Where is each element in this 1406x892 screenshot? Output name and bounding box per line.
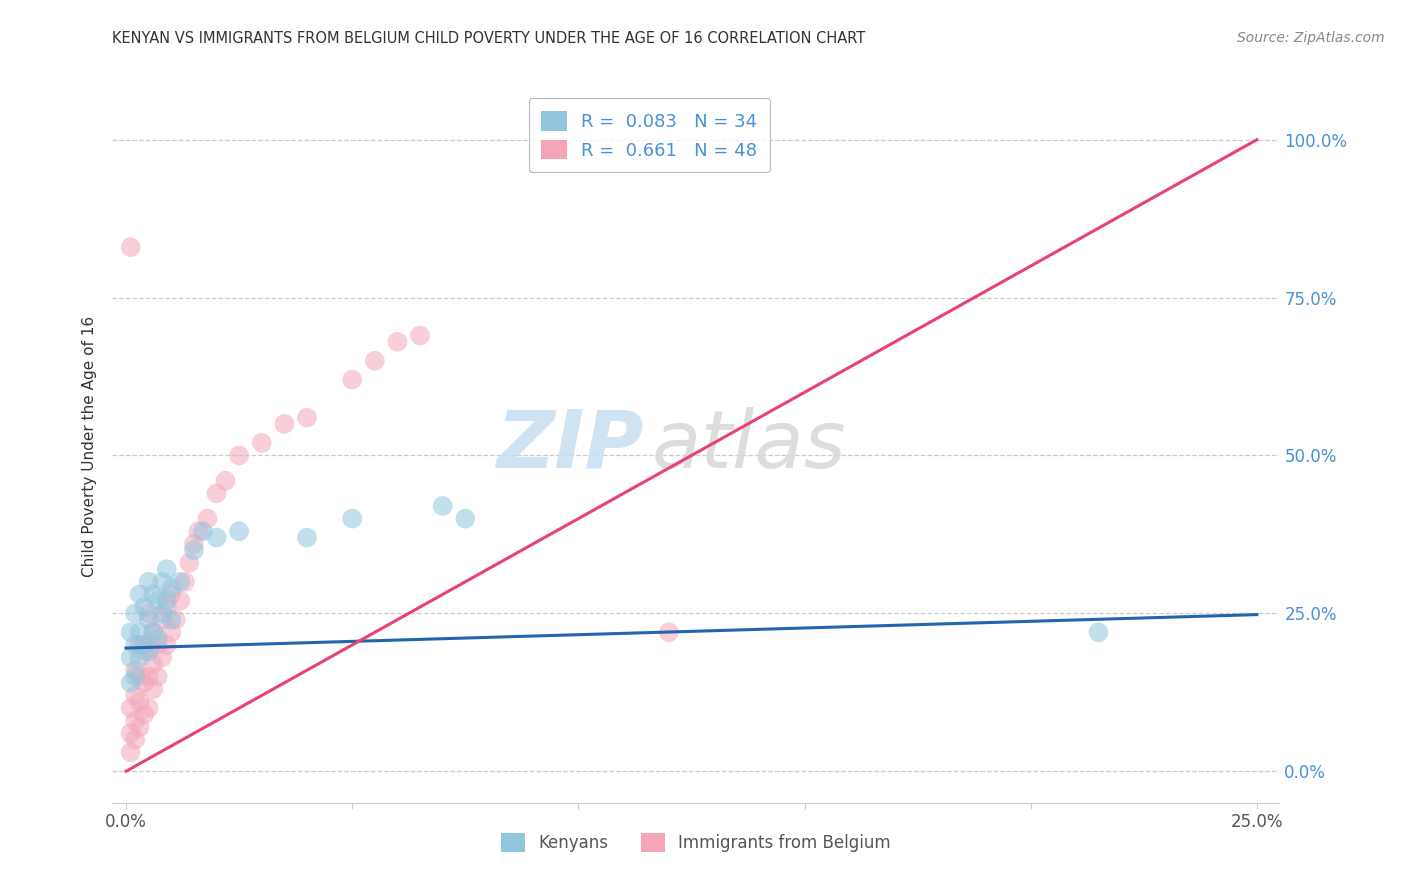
Point [183,537,205,551]
Point [142,587,165,601]
Point [128,669,150,683]
Point [128,587,150,601]
Point [142,625,165,640]
Point [273,417,295,431]
Text: KENYAN VS IMMIGRANTS FROM BELGIUM CHILD POVERTY UNDER THE AGE OF 16 CORRELATION : KENYAN VS IMMIGRANTS FROM BELGIUM CHILD … [112,31,866,46]
Point [134,644,156,658]
Point [128,720,150,734]
Point [138,638,160,652]
Point [120,625,142,640]
Point [120,675,142,690]
Point [134,707,156,722]
Point [409,328,432,343]
Point [160,625,183,640]
Point [134,638,156,652]
Point [295,410,318,425]
Point [342,511,364,525]
Point [124,689,146,703]
Point [364,353,387,368]
Point [150,574,173,589]
Point [138,613,160,627]
Point [295,531,318,545]
Point [124,663,146,677]
Point [120,650,142,665]
Point [169,593,191,607]
Point [205,486,228,500]
Point [138,607,160,621]
Point [454,511,477,525]
Point [128,650,150,665]
Point [156,562,179,576]
Y-axis label: Child Poverty Under the Age of 16: Child Poverty Under the Age of 16 [82,316,97,576]
Point [150,607,173,621]
Point [134,675,156,690]
Point [165,613,187,627]
Point [205,531,228,545]
Text: ZIP: ZIP [496,407,644,485]
Point [658,625,681,640]
Text: atlas: atlas [651,407,846,485]
Point [138,644,160,658]
Legend: Kenyans, Immigrants from Belgium: Kenyans, Immigrants from Belgium [495,827,897,859]
Point [342,373,364,387]
Point [432,499,454,513]
Point [169,574,191,589]
Point [142,625,165,640]
Point [128,695,150,709]
Point [128,625,150,640]
Point [124,607,146,621]
Point [134,600,156,615]
Point [173,574,195,589]
Point [250,435,273,450]
Point [146,632,169,646]
Point [160,581,183,595]
Text: Source: ZipAtlas.com: Source: ZipAtlas.com [1237,31,1385,45]
Point [146,593,169,607]
Point [128,638,150,652]
Point [156,600,179,615]
Point [160,613,183,627]
Point [138,669,160,683]
Point [142,657,165,671]
Point [187,524,209,539]
Point [120,701,142,715]
Point [228,524,250,539]
Point [197,511,219,525]
Point [160,587,183,601]
Point [120,726,142,740]
Point [138,574,160,589]
Point [124,638,146,652]
Point [124,669,146,683]
Point [228,449,250,463]
Point [156,593,179,607]
Point [124,732,146,747]
Point [120,745,142,759]
Point [214,474,236,488]
Point [1087,625,1109,640]
Point [142,682,165,697]
Point [146,669,169,683]
Point [191,524,214,539]
Point [156,638,179,652]
Point [387,334,409,349]
Point [120,240,142,254]
Point [183,543,205,558]
Point [146,638,169,652]
Point [138,701,160,715]
Point [150,650,173,665]
Point [179,556,201,570]
Point [150,613,173,627]
Point [124,714,146,728]
